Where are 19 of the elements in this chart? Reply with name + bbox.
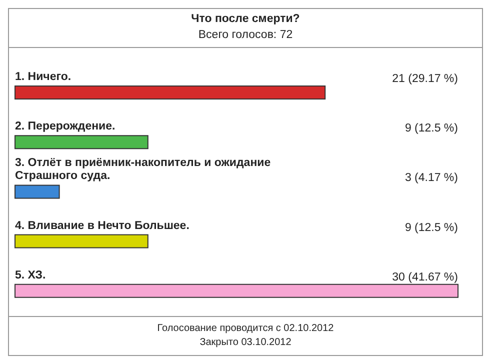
bar [14,135,148,150]
data-label: 9 (12.5 %) [404,122,458,135]
text: Закрыто 03.10.2012 [198,337,292,348]
text: Голосование проводится с 02.10.2012 [156,323,335,334]
y-tick-label: 5. ХЗ. [15,269,46,282]
chart-title: Что после смерти? [190,13,301,25]
bar [14,184,60,199]
y-tick-label: 4. Вливание в Нечто Большее. [15,220,190,232]
bar [14,86,326,100]
chart-subtitle: Всего голосов: 72 [197,29,294,41]
data-label: 9 (12.5 %) [404,222,458,234]
data-label: 3 (4.17 %) [404,172,458,184]
y-tick-label: 2. Перерождение. [15,120,116,133]
bar [14,234,148,248]
data-label: 21 (29.17 %) [392,73,458,85]
data-label: 30 (41.67 %) [392,271,458,284]
y-tick-label: 1. Ничего. [15,71,72,83]
bar [14,284,458,298]
y-tick-label: 3. Отлёт в приёмник-накопитель и ожидание Страшного суда. [15,157,271,182]
